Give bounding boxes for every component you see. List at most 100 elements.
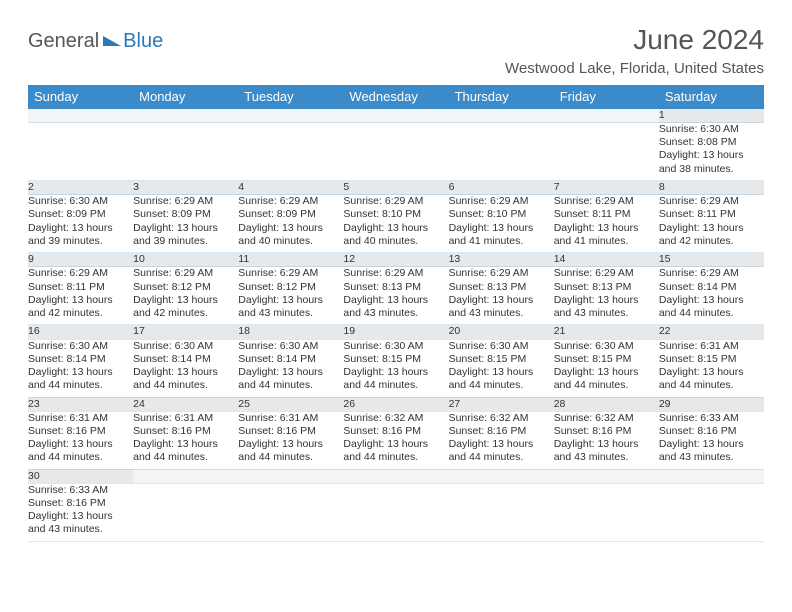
day-content-cell [28, 123, 133, 181]
daylight-text: Daylight: 13 hours [659, 366, 764, 379]
weekday-friday: Friday [554, 85, 659, 109]
daylight-text: Daylight: 13 hours [238, 366, 343, 379]
daylight-text: and 44 minutes. [659, 307, 764, 320]
daylight-text: and 39 minutes. [133, 235, 238, 248]
day-number-cell [449, 109, 554, 123]
daylight-text: Daylight: 13 hours [133, 438, 238, 451]
sunset-text: Sunset: 8:10 PM [449, 208, 554, 221]
daylight-text: Daylight: 13 hours [449, 366, 554, 379]
sunset-text: Sunset: 8:13 PM [554, 281, 659, 294]
day-content-cell: Sunrise: 6:31 AMSunset: 8:15 PMDaylight:… [659, 339, 764, 397]
daylight-text: and 39 minutes. [28, 235, 133, 248]
daylight-text: Daylight: 13 hours [554, 222, 659, 235]
day-content-cell: Sunrise: 6:30 AMSunset: 8:14 PMDaylight:… [28, 339, 133, 397]
daylight-text: and 44 minutes. [133, 451, 238, 464]
day-number-cell [238, 469, 343, 483]
day-content-cell [343, 123, 448, 181]
sunset-text: Sunset: 8:11 PM [554, 208, 659, 221]
daylight-text: Daylight: 13 hours [28, 510, 133, 523]
weekday-monday: Monday [133, 85, 238, 109]
sunrise-text: Sunrise: 6:30 AM [28, 340, 133, 353]
sunrise-text: Sunrise: 6:29 AM [449, 267, 554, 280]
day-number-cell: 2 [28, 181, 133, 195]
daylight-text: Daylight: 13 hours [449, 438, 554, 451]
daylight-text: and 41 minutes. [449, 235, 554, 248]
daylight-text: Daylight: 13 hours [238, 222, 343, 235]
sunrise-text: Sunrise: 6:29 AM [238, 267, 343, 280]
content-row: Sunrise: 6:31 AMSunset: 8:16 PMDaylight:… [28, 411, 764, 469]
title-block: June 2024 Westwood Lake, Florida, United… [505, 24, 764, 77]
day-content-cell: Sunrise: 6:33 AMSunset: 8:16 PMDaylight:… [28, 483, 133, 541]
day-content-cell: Sunrise: 6:32 AMSunset: 8:16 PMDaylight:… [554, 411, 659, 469]
day-number-cell: 30 [28, 469, 133, 483]
sunrise-text: Sunrise: 6:31 AM [28, 412, 133, 425]
daylight-text: Daylight: 13 hours [343, 438, 448, 451]
weekday-saturday: Saturday [659, 85, 764, 109]
day-number-cell [343, 469, 448, 483]
sunrise-text: Sunrise: 6:29 AM [659, 195, 764, 208]
sunrise-text: Sunrise: 6:30 AM [133, 340, 238, 353]
sunrise-text: Sunrise: 6:29 AM [554, 267, 659, 280]
day-number-cell: 8 [659, 181, 764, 195]
day-number-cell: 10 [133, 253, 238, 267]
day-content-cell: Sunrise: 6:29 AMSunset: 8:13 PMDaylight:… [343, 267, 448, 325]
day-content-cell: Sunrise: 6:31 AMSunset: 8:16 PMDaylight:… [133, 411, 238, 469]
sunrise-text: Sunrise: 6:30 AM [238, 340, 343, 353]
daylight-text: Daylight: 13 hours [28, 222, 133, 235]
daylight-text: Daylight: 13 hours [659, 294, 764, 307]
day-content-cell: Sunrise: 6:29 AMSunset: 8:10 PMDaylight:… [449, 195, 554, 253]
daylight-text: Daylight: 13 hours [28, 294, 133, 307]
day-content-cell: Sunrise: 6:29 AMSunset: 8:11 PMDaylight:… [659, 195, 764, 253]
sunrise-text: Sunrise: 6:33 AM [659, 412, 764, 425]
content-row: Sunrise: 6:29 AMSunset: 8:11 PMDaylight:… [28, 267, 764, 325]
daynum-row: 2345678 [28, 181, 764, 195]
daylight-text: and 38 minutes. [659, 163, 764, 176]
sunrise-text: Sunrise: 6:29 AM [133, 267, 238, 280]
sunrise-text: Sunrise: 6:30 AM [28, 195, 133, 208]
sunrise-text: Sunrise: 6:29 AM [554, 195, 659, 208]
day-content-cell: Sunrise: 6:29 AMSunset: 8:13 PMDaylight:… [449, 267, 554, 325]
daylight-text: Daylight: 13 hours [28, 438, 133, 451]
sunset-text: Sunset: 8:14 PM [238, 353, 343, 366]
sunrise-text: Sunrise: 6:32 AM [554, 412, 659, 425]
day-number-cell: 4 [238, 181, 343, 195]
day-number-cell: 1 [659, 109, 764, 123]
day-content-cell: Sunrise: 6:30 AMSunset: 8:14 PMDaylight:… [133, 339, 238, 397]
weekday-header-row: Sunday Monday Tuesday Wednesday Thursday… [28, 85, 764, 109]
day-number-cell: 11 [238, 253, 343, 267]
sunrise-text: Sunrise: 6:30 AM [554, 340, 659, 353]
day-number-cell [554, 109, 659, 123]
day-content-cell: Sunrise: 6:30 AMSunset: 8:09 PMDaylight:… [28, 195, 133, 253]
sunset-text: Sunset: 8:11 PM [28, 281, 133, 294]
day-number-cell: 21 [554, 325, 659, 339]
day-number-cell: 3 [133, 181, 238, 195]
day-content-cell: Sunrise: 6:29 AMSunset: 8:11 PMDaylight:… [554, 195, 659, 253]
daynum-row: 23242526272829 [28, 397, 764, 411]
sunset-text: Sunset: 8:16 PM [343, 425, 448, 438]
day-content-cell: Sunrise: 6:30 AMSunset: 8:15 PMDaylight:… [554, 339, 659, 397]
day-content-cell [133, 483, 238, 541]
daylight-text: Daylight: 13 hours [238, 438, 343, 451]
sunset-text: Sunset: 8:16 PM [28, 425, 133, 438]
day-content-cell: Sunrise: 6:29 AMSunset: 8:13 PMDaylight:… [554, 267, 659, 325]
sunset-text: Sunset: 8:15 PM [659, 353, 764, 366]
daylight-text: and 43 minutes. [343, 307, 448, 320]
sunset-text: Sunset: 8:09 PM [28, 208, 133, 221]
day-number-cell: 14 [554, 253, 659, 267]
sunrise-text: Sunrise: 6:29 AM [28, 267, 133, 280]
day-number-cell: 13 [449, 253, 554, 267]
day-content-cell: Sunrise: 6:32 AMSunset: 8:16 PMDaylight:… [343, 411, 448, 469]
sunset-text: Sunset: 8:09 PM [133, 208, 238, 221]
daylight-text: Daylight: 13 hours [133, 294, 238, 307]
sunset-text: Sunset: 8:14 PM [133, 353, 238, 366]
day-content-cell: Sunrise: 6:31 AMSunset: 8:16 PMDaylight:… [28, 411, 133, 469]
sunset-text: Sunset: 8:16 PM [449, 425, 554, 438]
daylight-text: and 44 minutes. [343, 379, 448, 392]
day-number-cell: 20 [449, 325, 554, 339]
logo: General Blue [28, 24, 163, 53]
day-content-cell [659, 483, 764, 541]
sunset-text: Sunset: 8:16 PM [133, 425, 238, 438]
day-content-cell [554, 483, 659, 541]
sunrise-text: Sunrise: 6:31 AM [659, 340, 764, 353]
sunrise-text: Sunrise: 6:29 AM [343, 267, 448, 280]
